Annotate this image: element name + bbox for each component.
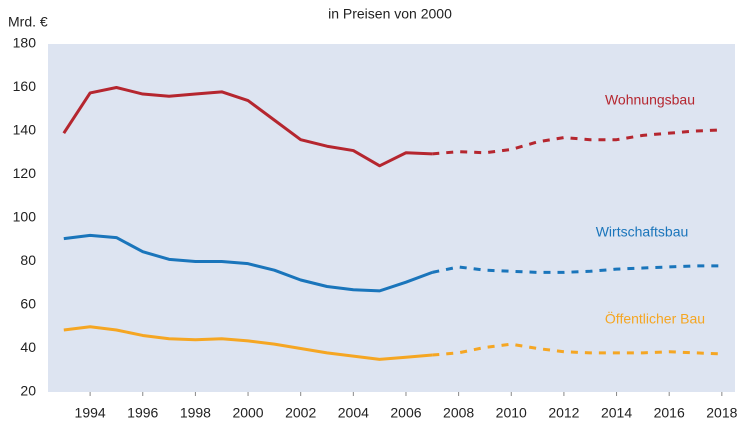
x-tick-label: 2006: [390, 405, 421, 421]
x-tick-label: 2010: [496, 405, 527, 421]
x-tick-label: 1996: [127, 405, 158, 421]
y-axis-label: Mrd. €: [8, 14, 48, 30]
series-label: Öffentlicher Bau: [605, 310, 705, 327]
y-tick-label: 60: [20, 296, 36, 312]
line-forecast: [431, 264, 722, 274]
x-tick-label: 2000: [232, 405, 263, 421]
line-actual: [62, 86, 433, 168]
y-tick-label: 40: [20, 339, 36, 355]
x-tick-label: 2008: [443, 405, 474, 421]
y-tick-label: 100: [13, 209, 37, 225]
x-tick-label: 1998: [180, 405, 211, 421]
x-tick-label: 1994: [75, 405, 106, 421]
line-forecast: [432, 128, 722, 156]
x-tick-label: 2014: [601, 405, 632, 421]
y-tick-label: 140: [13, 122, 37, 138]
x-tick-label: 2002: [285, 405, 316, 421]
y-tick-label: 180: [13, 35, 37, 51]
chart-title: in Preisen von 2000: [328, 6, 452, 22]
series-label: Wirtschaftsbau: [596, 224, 689, 240]
line-actual: [63, 325, 433, 361]
x-tick-label: 2018: [706, 405, 737, 421]
y-tick-label: 80: [20, 252, 36, 268]
series-label: Wohnungsbau: [605, 92, 695, 108]
line-actual: [63, 233, 433, 293]
y-tick-label: 120: [13, 165, 37, 181]
x-tick-label: 2012: [548, 405, 579, 421]
x-tick-label: 2016: [654, 405, 685, 421]
y-tick-label: 160: [13, 78, 37, 94]
line-forecast: [432, 342, 722, 357]
x-tick-label: 2004: [338, 405, 369, 421]
plot-area: [48, 44, 735, 392]
y-tick-label: 20: [20, 383, 36, 399]
